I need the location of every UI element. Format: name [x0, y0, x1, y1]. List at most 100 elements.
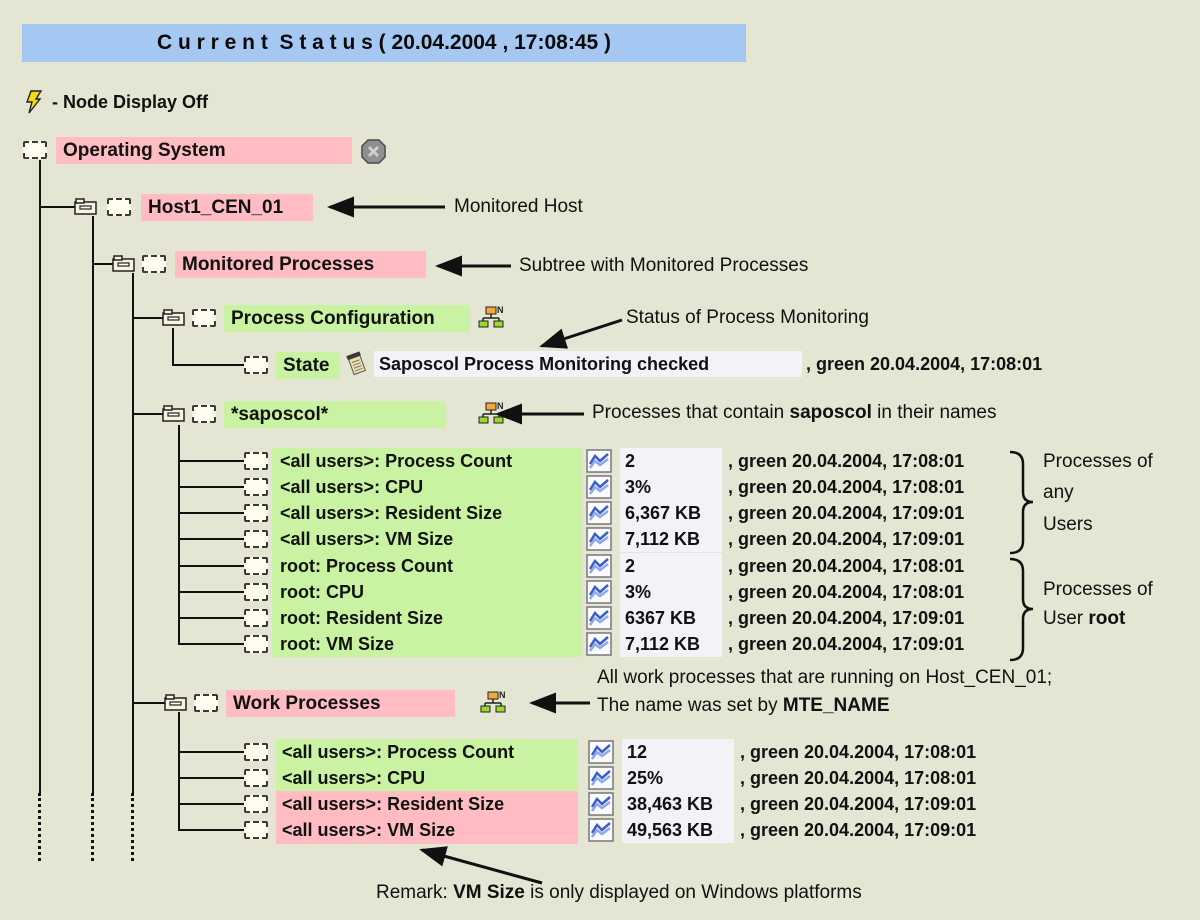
- node-value[interactable]: 3%: [620, 579, 722, 605]
- tree-connector: [132, 413, 163, 415]
- folder-icon[interactable]: [162, 405, 185, 427]
- node-checkbox[interactable]: [244, 743, 268, 761]
- node-value[interactable]: 49,563 KB: [622, 817, 734, 843]
- tree-row: <all users>: VM Size 49,563 KB , green 2…: [0, 817, 1200, 843]
- node-checkbox[interactable]: [192, 309, 216, 327]
- node-label-operating-system[interactable]: Operating System: [56, 137, 352, 164]
- inactive-status-icon: [360, 138, 387, 170]
- node-checkbox[interactable]: [107, 198, 131, 216]
- tree-row: root: Resident Size 6367 KB , green 20.0…: [0, 605, 1200, 631]
- performance-chart-icon[interactable]: [586, 475, 612, 504]
- node-checkbox[interactable]: [194, 694, 218, 712]
- tree-connector: [92, 216, 94, 793]
- performance-chart-icon[interactable]: [586, 632, 612, 661]
- node-display-off-icon: [24, 90, 46, 119]
- node-label[interactable]: <all users>: CPU: [282, 768, 426, 788]
- node-checkbox[interactable]: [244, 557, 268, 575]
- node-checkbox[interactable]: [244, 452, 268, 470]
- tree-connector-dotted: [91, 793, 94, 861]
- node-label[interactable]: <all users>: Resident Size: [280, 503, 503, 523]
- tree-connector: [178, 617, 245, 619]
- node-checkbox[interactable]: [244, 635, 268, 653]
- node-label[interactable]: root: CPU: [280, 582, 364, 602]
- node-label-host[interactable]: Host1_CEN_01: [141, 194, 313, 221]
- node-label-process-configuration[interactable]: Process Configuration: [224, 305, 470, 332]
- node-value[interactable]: 6367 KB: [620, 605, 722, 631]
- folder-icon[interactable]: [74, 198, 97, 220]
- tree-row: <all users>: CPU 25% , green 20.04.2004,…: [0, 765, 1200, 791]
- node-value[interactable]: 2: [620, 553, 722, 579]
- tree-connector: [39, 206, 75, 208]
- annotation-brace2-line1: Processes of: [1043, 579, 1153, 600]
- folder-icon[interactable]: [162, 309, 185, 331]
- node-label[interactable]: <all users>: VM Size: [280, 529, 454, 549]
- node-value[interactable]: 12: [622, 739, 734, 765]
- performance-chart-icon[interactable]: [586, 580, 612, 609]
- performance-chart-icon[interactable]: [588, 818, 614, 847]
- node-checkbox[interactable]: [244, 530, 268, 548]
- node-value[interactable]: 25%: [622, 765, 734, 791]
- tree-row: root: CPU 3% , green 20.04.2004, 17:08:0…: [0, 579, 1200, 605]
- annotation-saposcol: Processes that contain saposcol in their…: [592, 402, 997, 423]
- node-label-work-processes[interactable]: Work Processes: [226, 690, 455, 717]
- node-checkbox[interactable]: [244, 821, 268, 839]
- node-label[interactable]: <all users>: VM Size: [282, 820, 456, 840]
- summary-node-icon: N: [480, 689, 508, 720]
- state-value[interactable]: Saposcol Process Monitoring checked: [374, 351, 802, 377]
- node-label[interactable]: root: VM Size: [280, 634, 395, 654]
- summary-node-icon: N: [478, 400, 506, 431]
- node-label-state[interactable]: State: [276, 352, 340, 379]
- tree-row: <all users>: CPU 3% , green 20.04.2004, …: [0, 474, 1200, 500]
- annotation-remark: Remark: VM Size is only displayed on Win…: [376, 882, 862, 903]
- node-value[interactable]: 6,367 KB: [620, 500, 722, 526]
- performance-chart-icon[interactable]: [586, 501, 612, 530]
- tree-connector: [178, 777, 245, 779]
- node-checkbox[interactable]: [244, 356, 268, 374]
- node-value[interactable]: 38,463 KB: [622, 791, 734, 817]
- node-checkbox[interactable]: [244, 795, 268, 813]
- tree-connector: [178, 829, 245, 831]
- performance-chart-icon[interactable]: [588, 766, 614, 795]
- legend-node-display-off: - Node Display Off: [52, 92, 209, 112]
- node-label[interactable]: <all users>: CPU: [280, 477, 424, 497]
- tree-row: root: Process Count 2 , green 20.04.2004…: [0, 553, 1200, 579]
- performance-chart-icon[interactable]: [588, 792, 614, 821]
- performance-chart-icon[interactable]: [586, 554, 612, 583]
- node-checkbox[interactable]: [244, 583, 268, 601]
- node-status-text: , green 20.04.2004, 17:09:01: [728, 529, 965, 549]
- saposcol-children-highlight: [272, 448, 582, 657]
- folder-icon[interactable]: [112, 255, 135, 277]
- svg-text:N: N: [497, 401, 504, 411]
- log-note-icon[interactable]: [344, 351, 370, 383]
- node-checkbox[interactable]: [192, 405, 216, 423]
- node-status-text: , green 20.04.2004, 17:09:01: [728, 608, 965, 628]
- node-label-saposcol[interactable]: *saposcol*: [224, 401, 446, 428]
- performance-chart-icon[interactable]: [586, 527, 612, 556]
- node-label[interactable]: <all users>: Process Count: [280, 451, 513, 471]
- performance-chart-icon[interactable]: [586, 449, 612, 478]
- tree-row: <all users>: Process Count 12 , green 20…: [0, 739, 1200, 765]
- node-status-text: , green 20.04.2004, 17:08:01: [728, 451, 965, 471]
- node-label[interactable]: root: Resident Size: [280, 608, 444, 628]
- node-checkbox[interactable]: [244, 769, 268, 787]
- node-label[interactable]: root: Process Count: [280, 556, 454, 576]
- tree-connector: [132, 702, 165, 704]
- annotation-work-line2: The name was set by MTE_NAME: [597, 695, 890, 716]
- node-label[interactable]: <all users>: Process Count: [282, 742, 515, 762]
- node-status-text: , green 20.04.2004, 17:09:01: [740, 820, 977, 840]
- arrow-status: [539, 318, 623, 349]
- node-label[interactable]: <all users>: Resident Size: [282, 794, 505, 814]
- node-value[interactable]: 2: [620, 448, 722, 474]
- node-checkbox[interactable]: [23, 141, 47, 159]
- node-checkbox[interactable]: [142, 255, 166, 273]
- performance-chart-icon[interactable]: [586, 606, 612, 635]
- node-value[interactable]: 3%: [620, 474, 722, 500]
- node-checkbox[interactable]: [244, 504, 268, 522]
- node-checkbox[interactable]: [244, 478, 268, 496]
- folder-icon[interactable]: [164, 694, 187, 716]
- performance-chart-icon[interactable]: [588, 740, 614, 769]
- node-value[interactable]: 7,112 KB: [620, 526, 722, 552]
- node-label-monitored-processes[interactable]: Monitored Processes: [175, 251, 426, 278]
- node-value[interactable]: 7,112 KB: [620, 631, 722, 657]
- node-checkbox[interactable]: [244, 609, 268, 627]
